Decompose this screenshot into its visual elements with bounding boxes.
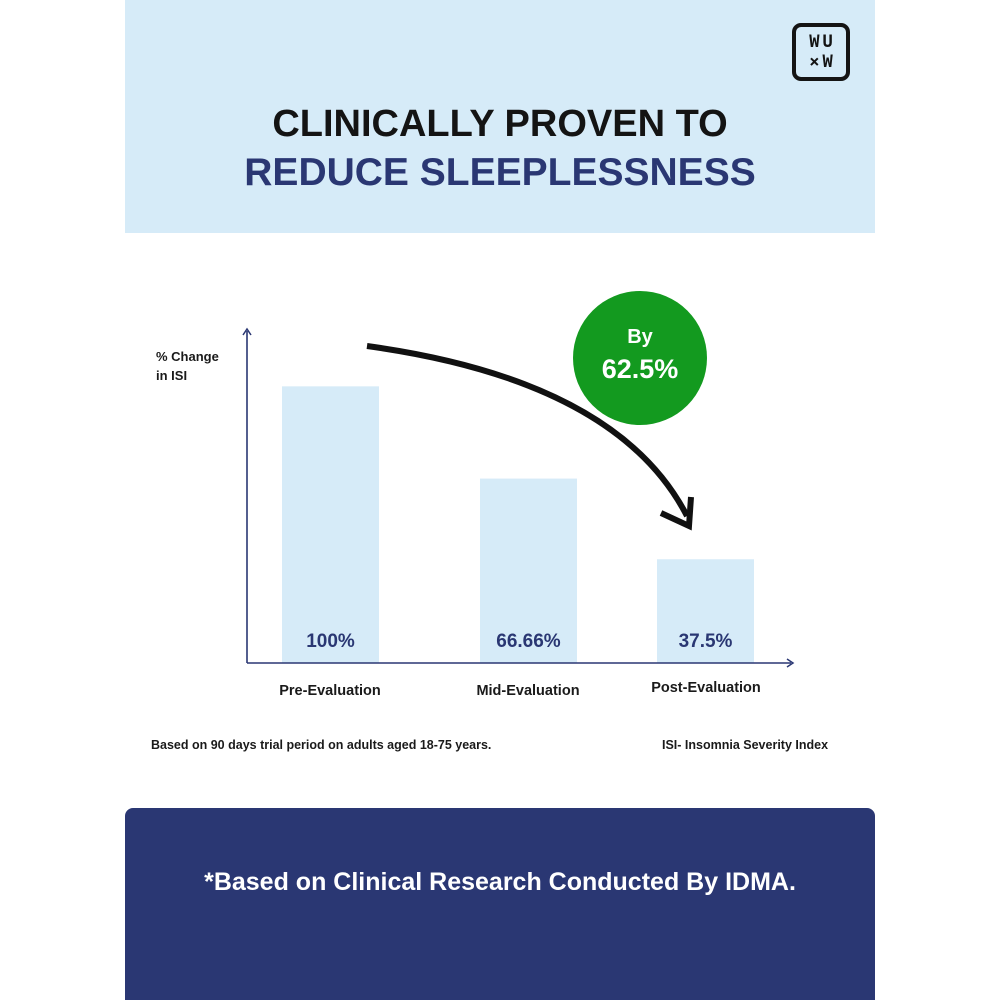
infographic-page: WU ×W CLINICALLY PROVEN TO REDUCE SLEEPL… (125, 0, 875, 1000)
y-axis-label: % Change (156, 349, 219, 364)
headline-line-2: REDUCE SLEEPLESSNESS (244, 151, 756, 194)
headline-line-1: CLINICALLY PROVEN TO (272, 103, 728, 145)
y-axis-label: in ISI (156, 368, 187, 383)
bar-value-label: 100% (306, 631, 355, 652)
logo-bottom-text: ×W (809, 52, 836, 72)
bar-post-evaluation (657, 559, 754, 663)
x-tick-label: Post-Evaluation (651, 680, 761, 696)
badge-label: By (627, 326, 653, 348)
logo-top-text: WU (809, 32, 836, 52)
isi-bar-chart: 100% Pre-Evaluation 66.66% Mid-Evaluation 37… (156, 291, 795, 699)
axes-layer (242, 327, 795, 668)
bar-pre-evaluation (282, 386, 379, 663)
trend-arrowhead-icon (659, 496, 694, 531)
brand-logo: WU ×W (792, 23, 850, 81)
trend-arrow-curve (366, 343, 690, 518)
bar-value-label: 37.5% (679, 631, 733, 652)
footer-source-text: *Based on Clinical Research Conducted By… (204, 868, 796, 896)
reduction-badge (573, 291, 707, 425)
bar-mid-evaluation (480, 478, 577, 663)
trial-period-note: Based on 90 days trial period on adults … (151, 738, 492, 752)
x-tick-label: Pre-Evaluation (279, 683, 381, 699)
annotation-layer: By 62.5% (366, 291, 707, 531)
bars-layer (282, 386, 754, 663)
footer-banner: *Based on Clinical Research Conducted By… (125, 808, 875, 1000)
bar-value-label: 66.66% (496, 631, 561, 652)
isi-definition-note: ISI- Insomnia Severity Index (662, 738, 829, 752)
badge-value: 62.5% (602, 354, 679, 384)
labels-layer: 100% Pre-Evaluation 66.66% Mid-Evaluation 37… (156, 349, 761, 699)
header-banner: WU ×W CLINICALLY PROVEN TO REDUCE SLEEPL… (125, 0, 875, 233)
x-tick-label: Mid-Evaluation (476, 683, 579, 699)
